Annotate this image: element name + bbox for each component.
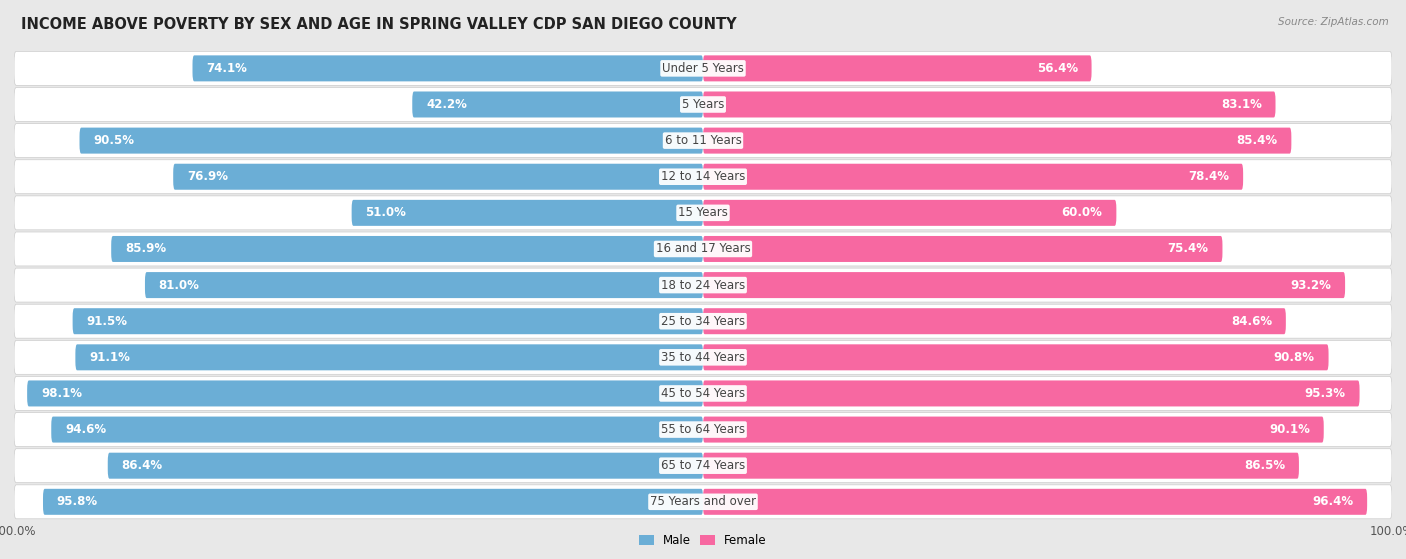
Text: 94.6%: 94.6% — [65, 423, 107, 436]
Text: 81.0%: 81.0% — [159, 278, 200, 292]
FancyBboxPatch shape — [80, 127, 703, 154]
Text: 98.1%: 98.1% — [41, 387, 82, 400]
Text: 84.6%: 84.6% — [1230, 315, 1272, 328]
Text: 75 Years and over: 75 Years and over — [650, 495, 756, 508]
Text: 60.0%: 60.0% — [1062, 206, 1102, 219]
FancyBboxPatch shape — [703, 344, 1329, 370]
FancyBboxPatch shape — [14, 304, 1392, 338]
FancyBboxPatch shape — [76, 344, 703, 370]
FancyBboxPatch shape — [14, 485, 1392, 519]
FancyBboxPatch shape — [703, 236, 1222, 262]
FancyBboxPatch shape — [703, 381, 1360, 406]
FancyBboxPatch shape — [14, 160, 1392, 194]
Text: 93.2%: 93.2% — [1291, 278, 1331, 292]
Text: 56.4%: 56.4% — [1036, 62, 1078, 75]
Text: 65 to 74 Years: 65 to 74 Years — [661, 459, 745, 472]
Text: 86.4%: 86.4% — [121, 459, 163, 472]
Text: 18 to 24 Years: 18 to 24 Years — [661, 278, 745, 292]
Text: 90.5%: 90.5% — [93, 134, 135, 147]
Text: 6 to 11 Years: 6 to 11 Years — [665, 134, 741, 147]
Text: 45 to 54 Years: 45 to 54 Years — [661, 387, 745, 400]
FancyBboxPatch shape — [44, 489, 703, 515]
Text: INCOME ABOVE POVERTY BY SEX AND AGE IN SPRING VALLEY CDP SAN DIEGO COUNTY: INCOME ABOVE POVERTY BY SEX AND AGE IN S… — [21, 17, 737, 32]
Text: 91.1%: 91.1% — [89, 351, 129, 364]
FancyBboxPatch shape — [14, 268, 1392, 302]
FancyBboxPatch shape — [703, 164, 1243, 190]
Text: 95.3%: 95.3% — [1305, 387, 1346, 400]
FancyBboxPatch shape — [703, 55, 1091, 82]
Text: 78.4%: 78.4% — [1188, 170, 1229, 183]
FancyBboxPatch shape — [14, 124, 1392, 158]
FancyBboxPatch shape — [703, 127, 1291, 154]
FancyBboxPatch shape — [173, 164, 703, 190]
Text: 75.4%: 75.4% — [1167, 243, 1209, 255]
FancyBboxPatch shape — [703, 453, 1299, 479]
FancyBboxPatch shape — [703, 416, 1323, 443]
Text: 15 Years: 15 Years — [678, 206, 728, 219]
FancyBboxPatch shape — [14, 413, 1392, 447]
Legend: Male, Female: Male, Female — [634, 529, 772, 552]
FancyBboxPatch shape — [14, 196, 1392, 230]
Text: 91.5%: 91.5% — [86, 315, 128, 328]
FancyBboxPatch shape — [703, 489, 1367, 515]
FancyBboxPatch shape — [14, 340, 1392, 375]
Text: 74.1%: 74.1% — [207, 62, 247, 75]
Text: 83.1%: 83.1% — [1220, 98, 1261, 111]
Text: 95.8%: 95.8% — [56, 495, 98, 508]
FancyBboxPatch shape — [14, 376, 1392, 410]
Text: 51.0%: 51.0% — [366, 206, 406, 219]
FancyBboxPatch shape — [703, 92, 1275, 117]
Text: 55 to 64 Years: 55 to 64 Years — [661, 423, 745, 436]
FancyBboxPatch shape — [111, 236, 703, 262]
Text: 76.9%: 76.9% — [187, 170, 228, 183]
Text: 86.5%: 86.5% — [1244, 459, 1285, 472]
FancyBboxPatch shape — [73, 308, 703, 334]
Text: 42.2%: 42.2% — [426, 98, 467, 111]
Text: 12 to 14 Years: 12 to 14 Years — [661, 170, 745, 183]
FancyBboxPatch shape — [51, 416, 703, 443]
Text: 96.4%: 96.4% — [1312, 495, 1354, 508]
Text: Under 5 Years: Under 5 Years — [662, 62, 744, 75]
FancyBboxPatch shape — [27, 381, 703, 406]
Text: 16 and 17 Years: 16 and 17 Years — [655, 243, 751, 255]
Text: 90.1%: 90.1% — [1270, 423, 1310, 436]
FancyBboxPatch shape — [193, 55, 703, 82]
Text: 85.9%: 85.9% — [125, 243, 166, 255]
FancyBboxPatch shape — [703, 272, 1346, 298]
Text: Source: ZipAtlas.com: Source: ZipAtlas.com — [1278, 17, 1389, 27]
FancyBboxPatch shape — [14, 232, 1392, 266]
Text: 25 to 34 Years: 25 to 34 Years — [661, 315, 745, 328]
Text: 35 to 44 Years: 35 to 44 Years — [661, 351, 745, 364]
Text: 85.4%: 85.4% — [1236, 134, 1278, 147]
FancyBboxPatch shape — [703, 200, 1116, 226]
FancyBboxPatch shape — [412, 92, 703, 117]
FancyBboxPatch shape — [14, 51, 1392, 86]
FancyBboxPatch shape — [703, 308, 1286, 334]
Text: 5 Years: 5 Years — [682, 98, 724, 111]
FancyBboxPatch shape — [108, 453, 703, 479]
FancyBboxPatch shape — [352, 200, 703, 226]
FancyBboxPatch shape — [14, 88, 1392, 121]
FancyBboxPatch shape — [145, 272, 703, 298]
FancyBboxPatch shape — [14, 449, 1392, 482]
Text: 90.8%: 90.8% — [1274, 351, 1315, 364]
